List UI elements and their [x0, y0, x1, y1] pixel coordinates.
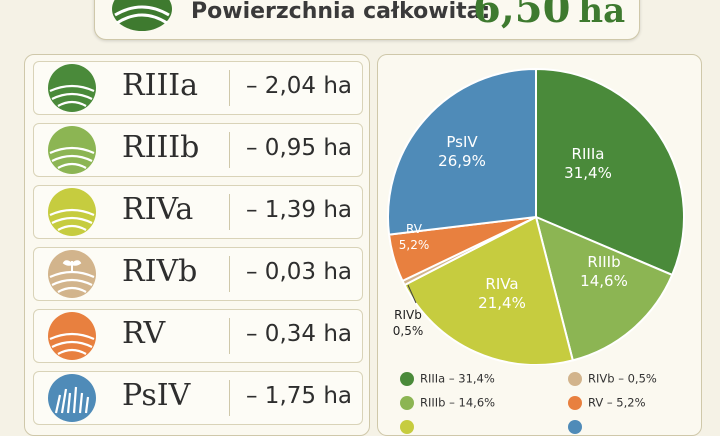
rivb-leader-line: [407, 284, 417, 304]
field-icon: [48, 188, 96, 236]
total-area-unit: ha: [578, 0, 626, 31]
legend-item-rv: RV – 5,2%: [568, 395, 646, 411]
soil-class-area: – 2,04 ha: [246, 73, 353, 99]
legend-item-riiib: RIIIb – 14,6%: [400, 395, 495, 411]
total-area-value: 6,50 ha: [473, 0, 625, 32]
row-divider: [229, 132, 230, 168]
soil-row-riiib: RIIIb – 0,95 ha: [33, 123, 363, 177]
soil-row-riva: RIVa – 1,39 ha: [33, 185, 363, 239]
soil-class-code: RV: [122, 316, 166, 351]
soil-row-rivb: RIVb – 0,03 ha: [33, 247, 363, 301]
pie-slice-psiv: [387, 67, 537, 236]
pie-slice-riva: [403, 215, 575, 365]
slice-label-riiia: RIIIa: [572, 145, 605, 163]
soil-class-area: – 1,75 ha: [246, 383, 353, 409]
soil-row-psiv: PsIV – 1,75 ha: [33, 371, 363, 425]
soil-class-code: RIVb: [122, 254, 198, 289]
sprout-field-icon: [48, 250, 96, 298]
soil-class-code: RIVa: [122, 192, 194, 227]
legend-text: RV – 5,2%: [588, 395, 646, 410]
slice-percent-riva: 21,4%: [478, 294, 526, 312]
soil-row-riiia: RIIIa – 2,04 ha: [33, 61, 363, 115]
grass-icon: [48, 374, 96, 422]
soil-class-area: – 0,34 ha: [246, 321, 353, 347]
field-logo-icon: [112, 0, 172, 31]
soil-class-area: – 1,39 ha: [246, 197, 353, 223]
slice-label-rivb: RIVb: [394, 308, 422, 322]
row-divider: [229, 256, 230, 292]
slice-percent-rivb: 0,5%: [393, 324, 424, 338]
total-area-label: Powierzchnia całkowita:: [191, 0, 491, 24]
legend-item-psiv: [568, 419, 588, 435]
soil-class-area: – 0,03 ha: [246, 259, 353, 285]
pie-chart-panel: RIIIa 31,4% RIIIb 14,6% RIVa 21,4% RIVb 0,5% RV 5…: [377, 54, 702, 436]
legend-item-riiia: RIIIa – 31,4%: [400, 371, 495, 387]
soil-class-area: – 0,95 ha: [246, 135, 353, 161]
legend-swatch: [400, 395, 414, 410]
legend-swatch: [400, 419, 414, 434]
soil-row-rv: RV – 0,34 ha: [33, 309, 363, 363]
total-area-number: 6,50: [473, 0, 571, 32]
soil-class-list: RIIIa – 2,04 ha RIIIb – 0,95 ha RIVa – 1,39…: [24, 54, 370, 436]
slice-percent-rv: 5,2%: [399, 238, 430, 252]
legend-text: RIIIa – 31,4%: [420, 371, 495, 386]
legend-swatch: [568, 371, 582, 386]
legend-swatch: [568, 395, 582, 410]
legend-swatch: [400, 371, 414, 386]
row-divider: [229, 194, 230, 230]
slice-label-riva: RIVa: [485, 275, 518, 293]
row-divider: [229, 318, 230, 354]
field-icon: [48, 126, 96, 174]
soil-class-code: RIIIa: [122, 68, 199, 103]
legend-swatch: [568, 419, 582, 434]
row-divider: [229, 380, 230, 416]
total-area-header: Powierzchnia całkowita: 6,50 ha: [94, 0, 640, 40]
legend-item-riva: [400, 419, 420, 435]
slice-percent-riiib: 14,6%: [580, 272, 628, 290]
slice-label-rv: RV: [406, 222, 423, 236]
row-divider: [229, 70, 230, 106]
slice-percent-psiv: 26,9%: [438, 152, 486, 170]
field-icon: [48, 312, 96, 360]
legend-text: RIVb – 0,5%: [588, 371, 657, 386]
legend-text: RIIIb – 14,6%: [420, 395, 496, 410]
slice-percent-riiia: 31,4%: [564, 164, 612, 182]
pie-slice-riiia: [535, 67, 685, 277]
legend-item-rivb: RIVb – 0,5%: [568, 371, 657, 387]
soil-class-code: PsIV: [122, 378, 191, 413]
slice-label-riiib: RIIIb: [587, 253, 620, 271]
slice-label-psiv: PsIV: [446, 133, 478, 151]
field-icon: [48, 64, 96, 112]
pie-slice-riiib: [534, 215, 674, 362]
soil-class-code: RIIIb: [122, 130, 200, 165]
